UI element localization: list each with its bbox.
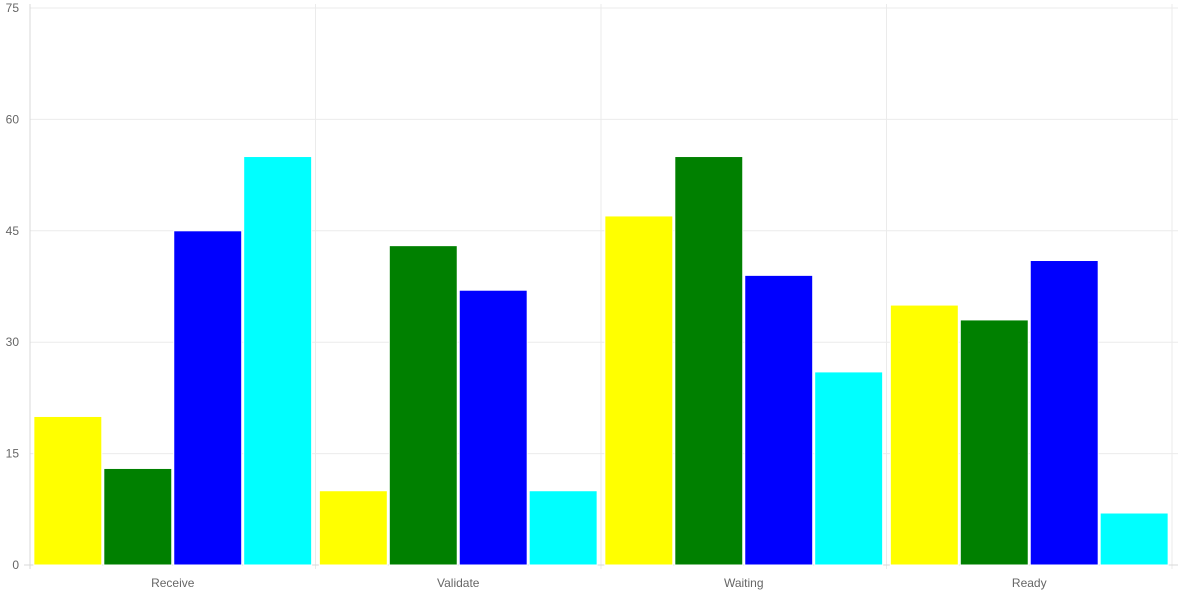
x-tick-label: Receive: [151, 576, 195, 590]
bar: [33, 415, 103, 566]
y-tick-label: 75: [6, 1, 20, 15]
x-tick-label: Validate: [437, 576, 480, 590]
bar: [1099, 512, 1169, 566]
bar: [173, 230, 243, 566]
bar: [814, 371, 884, 566]
bar: [1029, 260, 1099, 566]
y-tick-label: 0: [12, 558, 19, 572]
bar: [889, 304, 959, 566]
bars: [33, 156, 1169, 566]
bar: [458, 289, 528, 566]
y-tick-label: 15: [6, 447, 20, 461]
bar: [243, 156, 313, 566]
tick-labels: 0 15 30 45 60 75 Receive Validate Waiting Ready: [6, 1, 1047, 590]
y-tick-label: 60: [6, 112, 20, 126]
y-tick-label: 30: [6, 335, 20, 349]
bar: [388, 245, 458, 566]
x-tick-label: Waiting: [724, 576, 764, 590]
bar: [674, 156, 744, 566]
x-tick-label: Ready: [1012, 576, 1047, 590]
bar: [103, 467, 173, 566]
bar: [959, 319, 1029, 566]
y-tick-label: 45: [6, 224, 20, 238]
bar: [604, 215, 674, 566]
bar: [744, 274, 814, 566]
bar: [318, 490, 388, 566]
bar: [528, 490, 598, 566]
